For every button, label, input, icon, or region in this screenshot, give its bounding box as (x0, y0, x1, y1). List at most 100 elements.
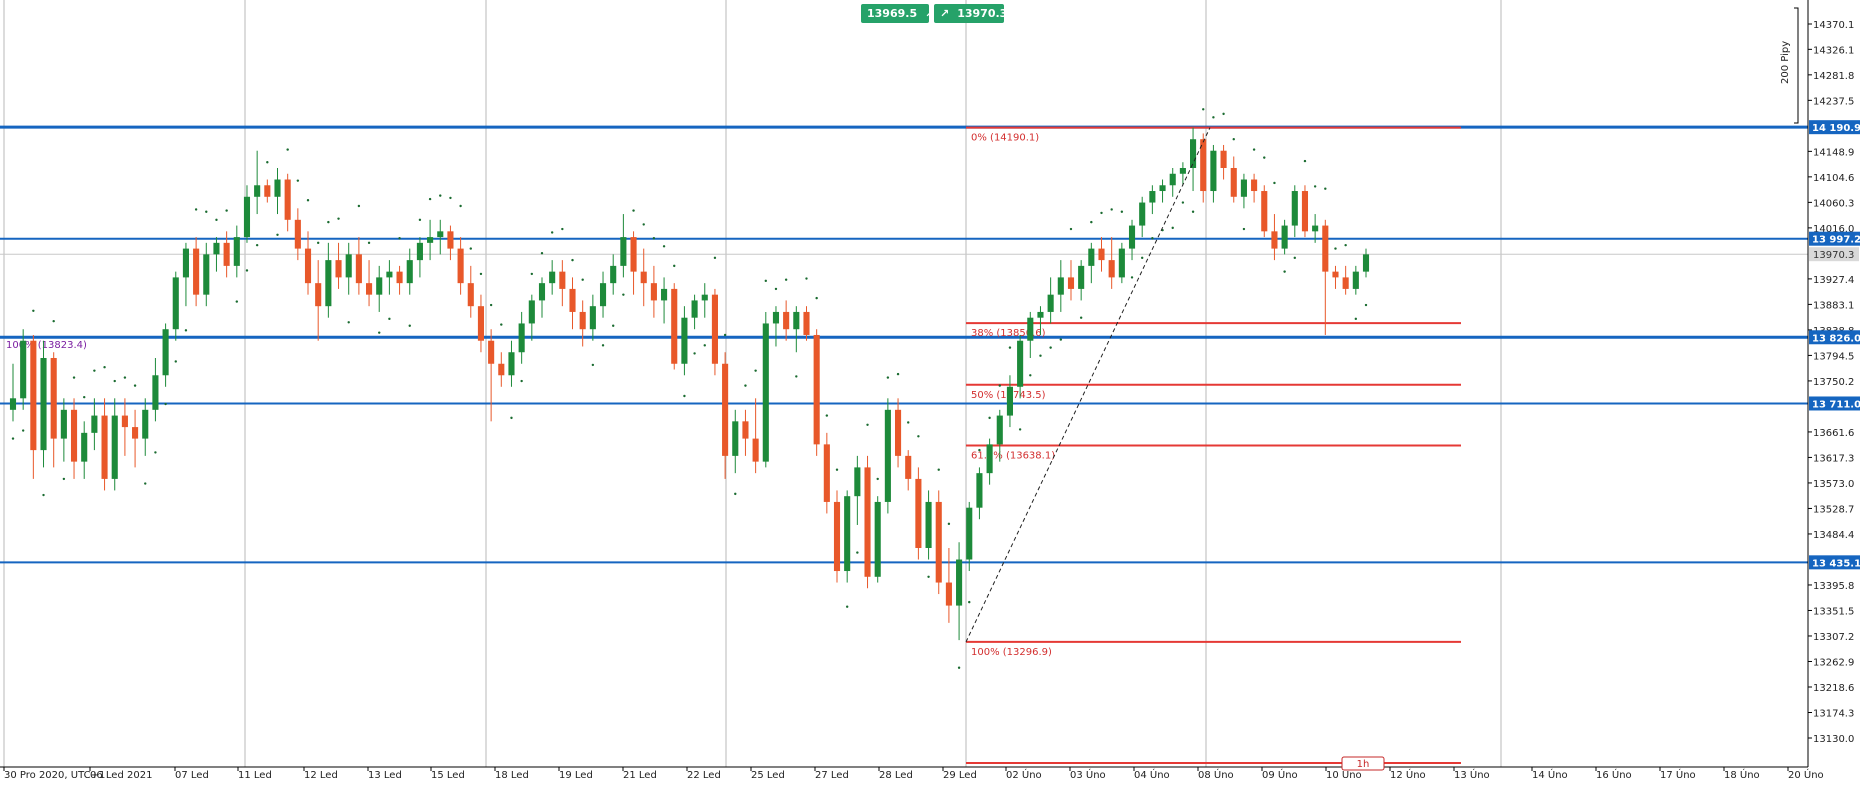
candle (691, 294, 698, 330)
candle (406, 248, 413, 295)
candle-body (1220, 150, 1227, 168)
horizontal-levels[interactable] (0, 125, 1808, 564)
candle (1291, 185, 1298, 238)
sar-dot (1313, 185, 1317, 188)
candle-body (742, 421, 749, 439)
price-tick-label: 13927.4 (1813, 275, 1854, 286)
candle (833, 490, 841, 583)
candle (742, 409, 749, 456)
candle (559, 260, 566, 307)
sar-dot (673, 264, 676, 268)
candle (132, 409, 139, 468)
candle-body (335, 260, 342, 278)
ask-price-badge[interactable]: ↗ 13970.3 (934, 4, 1007, 23)
candle (823, 432, 830, 514)
candle (976, 467, 983, 520)
candle (1271, 214, 1278, 261)
candle-body (752, 438, 759, 462)
candle (1098, 237, 1105, 272)
level-tag (1809, 555, 1860, 570)
candle (1057, 260, 1064, 312)
sar-dot (316, 241, 320, 245)
sar-dot (72, 376, 76, 379)
candle-body (162, 329, 169, 376)
dashed-trend-line (965, 127, 1211, 643)
candle (274, 167, 281, 215)
candle (772, 306, 780, 347)
candle (1332, 265, 1339, 289)
sar-dot (1039, 354, 1042, 357)
fib-level-label: 61.8% (13638.1) (971, 450, 1055, 461)
sar-dot (642, 223, 645, 226)
candle (427, 219, 434, 261)
trend-line[interactable] (965, 127, 1211, 643)
sar-dot (652, 237, 656, 240)
sar-dot (459, 204, 462, 208)
candle-body (325, 260, 332, 307)
sar-dot (754, 369, 757, 372)
candle (203, 242, 210, 307)
candle-body (416, 242, 423, 261)
candle (254, 150, 261, 215)
candle-body (1037, 311, 1044, 318)
candle (905, 450, 912, 491)
sar-dot (1273, 181, 1276, 185)
candle-body (986, 444, 993, 474)
price-tick-label: 14060.3 (1813, 198, 1854, 209)
sar-dot (1069, 227, 1073, 231)
candle-body (681, 317, 688, 364)
candle (783, 300, 790, 341)
candle-body (803, 311, 810, 335)
fib-level-label: 100% (13296.9) (971, 647, 1052, 658)
candle-body (976, 473, 983, 508)
sar-dot (276, 233, 279, 236)
candle-body (1139, 202, 1146, 226)
candle (518, 311, 525, 364)
sar-dot (337, 217, 340, 220)
sar-dot (123, 376, 127, 379)
time-axis[interactable]: 30 Pro 2020, UTC+106 Led 2021 07 Led 11 Le… (0, 756, 1824, 781)
pips-bracket (1794, 7, 1799, 124)
candle (620, 214, 627, 278)
candle-body (935, 501, 942, 583)
price-tick-label: 14148.9 (1813, 147, 1854, 158)
candle (610, 254, 617, 295)
sar-dot (1324, 187, 1327, 190)
time-tick-label: 29 Led (943, 770, 977, 781)
sar-dot (1334, 247, 1337, 250)
grid-lines (3, 0, 1502, 767)
price-tick-label: 14016.0 (1813, 224, 1854, 235)
sar-dot (764, 279, 767, 283)
price-tick-label: 13750.2 (1813, 377, 1854, 388)
sar-dot (978, 448, 981, 452)
candle-body (60, 409, 67, 439)
candle (935, 490, 942, 595)
candle-body (40, 357, 47, 451)
sar-dot (612, 324, 615, 327)
candle-body (264, 185, 271, 197)
candle (650, 265, 657, 318)
sar-dot (835, 468, 839, 471)
candle (1037, 306, 1044, 335)
price-axis[interactable]: 14370.1 14326.1 14281.8 14237.5 14148.9 14104… (1780, 0, 1854, 767)
bid-price-badge[interactable]: 13969.5 ↗ (861, 4, 934, 23)
candle (894, 398, 902, 468)
sar-dot (988, 416, 991, 420)
sar-dot (103, 366, 106, 369)
sar-dot (1079, 316, 1083, 319)
candle (813, 329, 820, 456)
candle (732, 409, 739, 474)
fibonacci-retracement[interactable]: 0% (14190.1)38% (13850.6)50% (13743.5)61… (6, 126, 1461, 764)
price-tick-label: 13218.6 (1813, 683, 1854, 694)
candle (70, 398, 78, 479)
sar-dot (927, 575, 930, 578)
sar-dot (154, 451, 157, 454)
sar-dot (1140, 256, 1144, 260)
timeframe-box (1341, 756, 1385, 771)
candle (172, 271, 179, 341)
candle (477, 294, 485, 353)
candle (1281, 219, 1288, 255)
sar-dot (1191, 210, 1195, 213)
